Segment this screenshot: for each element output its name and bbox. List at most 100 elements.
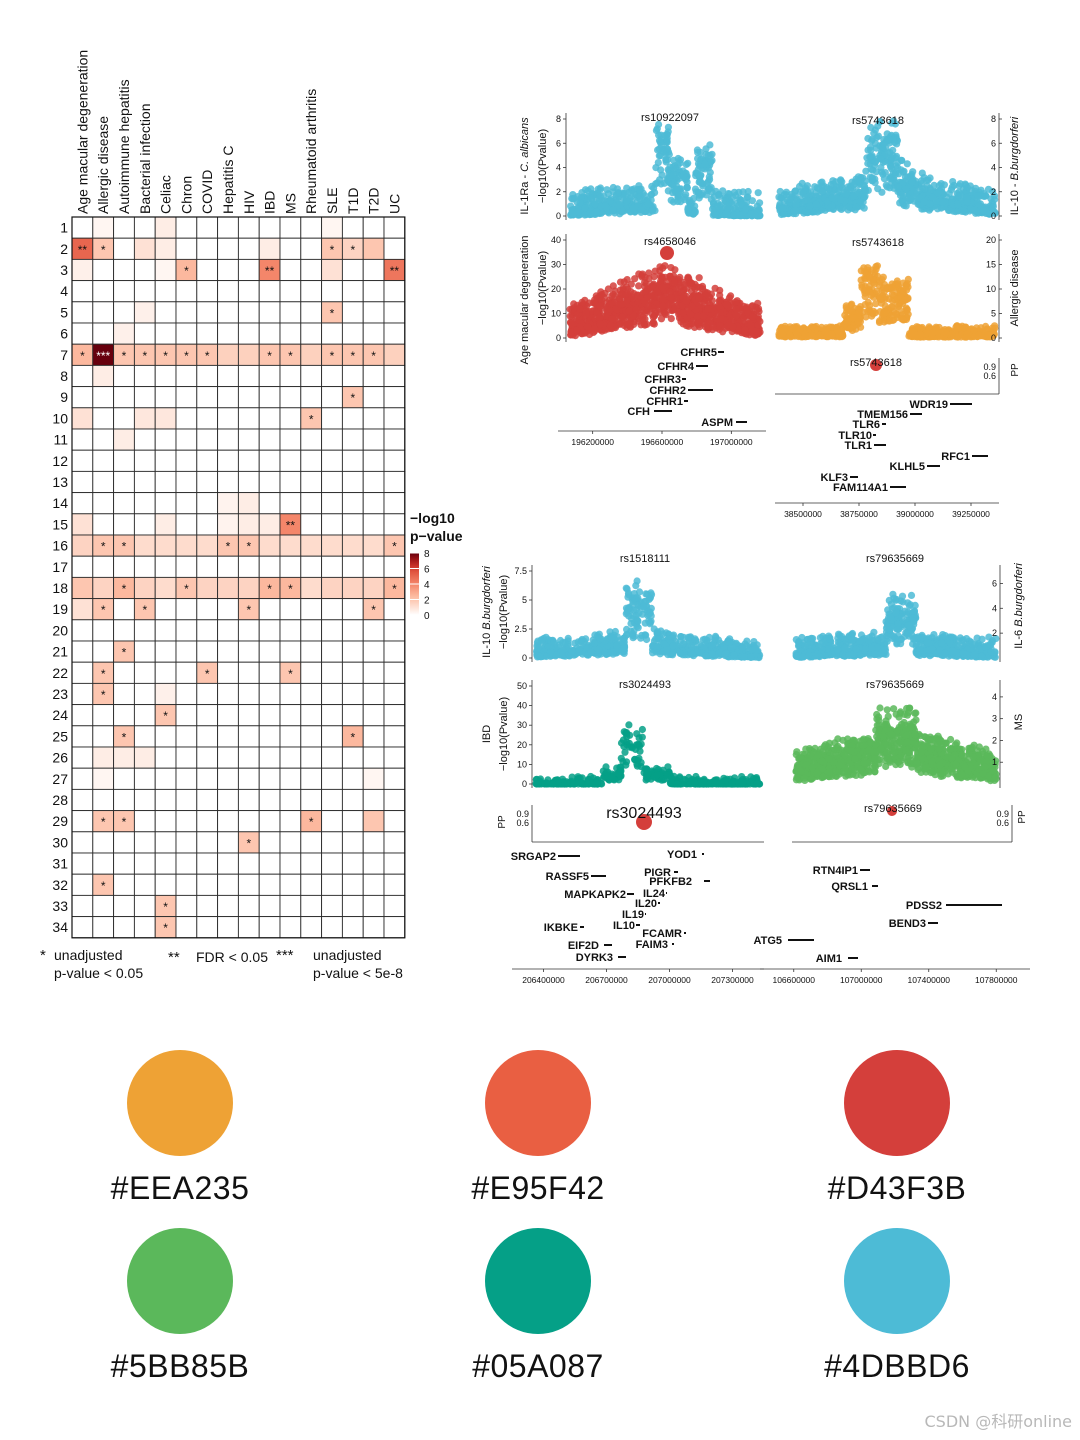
heatmap-cell <box>279 280 302 303</box>
heatmap-cell <box>175 237 198 260</box>
heatmap-cell <box>237 258 260 282</box>
data-point <box>744 193 752 201</box>
heatmap-row-label: 32 <box>52 877 68 893</box>
heatmap-cell <box>321 916 343 939</box>
data-point <box>640 320 649 328</box>
heatmap-cell <box>92 746 115 769</box>
footnote-mark: ** <box>168 949 180 966</box>
heatmap-cell <box>279 725 302 748</box>
heatmap-cell <box>279 322 302 345</box>
heatmap-cell <box>217 258 239 282</box>
heatmap-cell <box>71 831 94 854</box>
heatmap-cell <box>321 576 343 600</box>
data-point <box>974 192 982 200</box>
data-point <box>706 158 715 166</box>
heatmap-cell <box>175 364 198 388</box>
heatmap-cell <box>300 343 323 366</box>
heatmap-cell <box>217 343 239 366</box>
data-point <box>835 332 843 340</box>
data-point <box>912 331 921 339</box>
heatmap-cell <box>258 746 281 769</box>
heatmap-cell <box>133 322 156 345</box>
heatmap-column-label: Bacterial infection <box>137 103 153 214</box>
heatmap-cell <box>383 682 406 706</box>
data-point <box>748 303 756 311</box>
data-point <box>726 321 734 329</box>
heatmap-cell <box>133 280 156 303</box>
heatmap-cell <box>383 619 406 642</box>
heatmap-cell <box>71 682 94 706</box>
data-point <box>954 201 962 209</box>
heatmap-cell <box>300 555 323 578</box>
data-point <box>657 166 665 174</box>
y-tick-label: 10 <box>551 309 561 319</box>
data-point <box>698 282 707 290</box>
data-point <box>644 200 652 208</box>
heatmap-cell <box>175 767 198 790</box>
data-point <box>669 171 678 179</box>
y-axis-title: Age macular degeneration <box>519 235 531 364</box>
heatmap-cell <box>154 852 177 875</box>
heatmap-row-label: 30 <box>52 834 68 850</box>
heatmap-cell <box>279 492 302 515</box>
data-point <box>707 184 715 192</box>
heatmap-cell <box>175 831 198 854</box>
heatmap-cell <box>237 767 260 790</box>
data-point <box>867 291 875 299</box>
heatmap-cell <box>71 364 94 388</box>
heatmap-cell <box>383 301 406 324</box>
heatmap-cell <box>133 831 156 854</box>
heatmap-cell <box>196 852 219 875</box>
heatmap-cell <box>133 492 156 515</box>
data-point <box>706 151 714 159</box>
heatmap-row-label: 12 <box>52 453 68 469</box>
data-point <box>888 283 896 291</box>
heatmap-cell <box>300 576 323 600</box>
heatmap-cell <box>383 343 406 366</box>
heatmap-cell <box>362 873 385 896</box>
heatmap-cell <box>113 386 135 409</box>
y-axis-title-part: −log10(Pvalue) <box>537 129 549 203</box>
data-point <box>596 186 604 194</box>
significance-star: * <box>163 900 168 914</box>
heatmap-cell <box>341 258 364 282</box>
heatmap-cell <box>279 258 302 282</box>
heatmap-cell <box>237 788 260 812</box>
data-point <box>860 204 868 212</box>
heatmap-cell <box>300 428 323 451</box>
heatmap-cell <box>154 407 177 430</box>
heatmap-cell <box>196 237 219 260</box>
heatmap-cell <box>341 852 364 875</box>
y-tick-label: 8 <box>556 114 561 124</box>
heatmap-cell <box>321 640 343 663</box>
data-point <box>837 196 845 204</box>
data-point <box>842 302 850 310</box>
data-point <box>677 318 685 326</box>
significance-star: * <box>226 540 231 554</box>
data-point <box>828 194 836 202</box>
heatmap-cell <box>133 619 156 642</box>
heatmap-column-label: Autoimmune hepatitis <box>116 79 132 214</box>
heatmap-cell <box>258 449 281 472</box>
heatmap-cell <box>362 831 385 854</box>
heatmap-cell <box>279 810 302 833</box>
data-point <box>647 612 655 620</box>
heatmap-cell <box>154 364 177 388</box>
heatmap-cell <box>321 216 343 239</box>
data-point <box>806 202 814 210</box>
significance-star: * <box>392 582 397 596</box>
data-point <box>609 206 617 214</box>
heatmap-cell <box>196 767 219 790</box>
heatmap-cell <box>133 449 156 472</box>
data-point <box>576 199 584 207</box>
data-point <box>596 320 605 328</box>
data-point <box>640 297 648 306</box>
significance-star: * <box>101 879 106 893</box>
data-point <box>838 183 846 192</box>
data-point <box>861 192 869 200</box>
heatmap-cell <box>217 916 239 939</box>
heatmap-cell <box>362 661 385 684</box>
data-point <box>903 307 911 315</box>
heatmap-cell <box>113 682 135 706</box>
heatmap-cell <box>196 470 219 494</box>
